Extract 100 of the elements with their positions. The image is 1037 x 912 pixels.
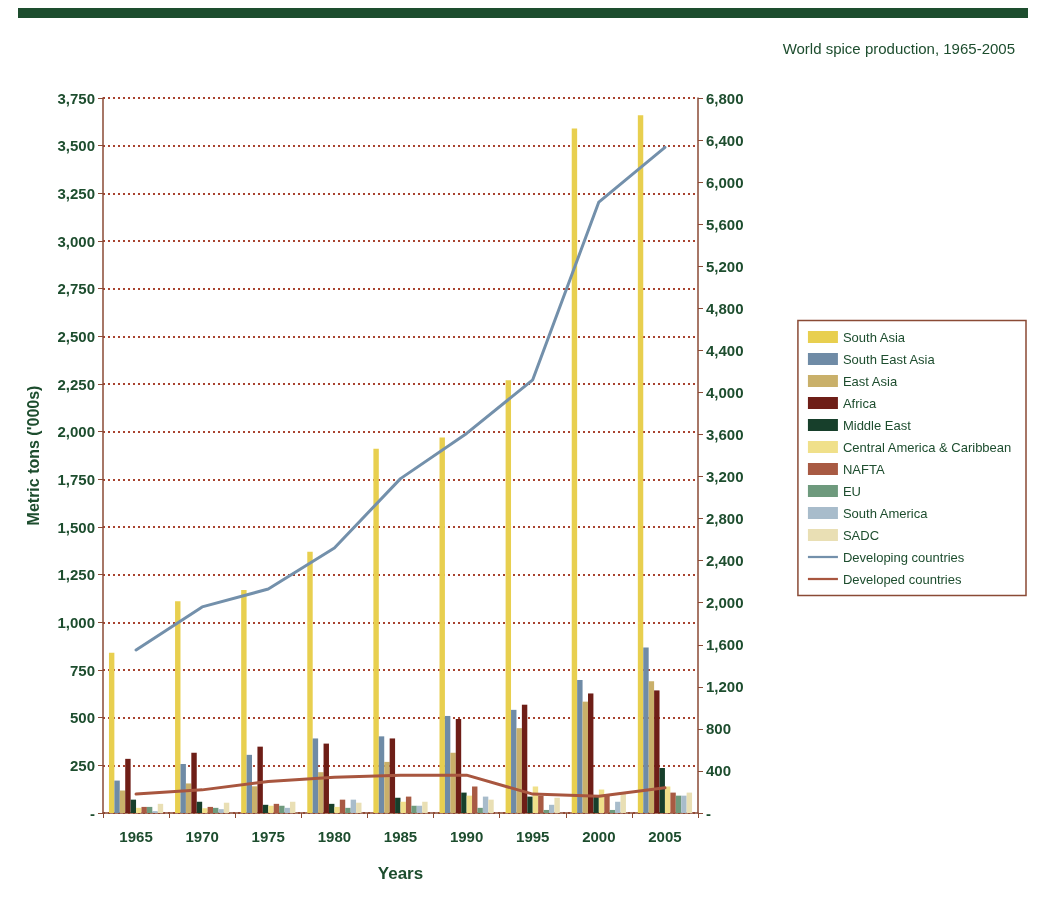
legend-label: EU [842,483,861,499]
y-tick-label: 2,000 [57,423,95,441]
bar [130,799,137,813]
bar [307,551,313,813]
bar [466,795,473,813]
bar [175,601,181,813]
y-tick-label: 3,750 [57,89,95,107]
bar [384,761,390,813]
y-tick-label: 2,500 [57,327,95,345]
bar [637,115,644,813]
bar [257,746,263,813]
bar [202,808,208,813]
legend-label: Africa [842,395,877,411]
bar [416,805,423,813]
legend-label: Central America & Caribbean [842,439,1012,455]
x-tick-label: 1970 [185,828,219,845]
bar [373,448,379,813]
y2-tick-label: 6,400 [706,131,744,149]
y-axis-title: Metric tons ('000s) [24,385,42,526]
x-tick-label: 1990 [449,828,484,845]
bar [141,806,147,813]
y-tick-label: 3,250 [57,184,95,202]
bar [648,681,655,813]
x-tick-label: 1985 [383,828,418,845]
y-tick-label: 2,250 [57,375,95,393]
line-series [134,145,667,652]
bar [664,786,671,813]
y-tick-label: 2,750 [57,280,95,298]
bar [439,437,445,813]
y2-tick-label: 1,200 [706,678,744,696]
y2-tick-label: 6,000 [706,173,744,191]
bar [114,780,120,813]
bar [516,728,522,813]
y2-tick-label: 800 [706,720,732,738]
y-tick-label: 1,000 [57,613,95,631]
bar [400,801,406,813]
bar [241,589,247,813]
bar [334,806,340,813]
bar [395,797,401,813]
bar [289,801,296,813]
y-tick-label: 750 [69,661,95,679]
bar [411,805,417,813]
y2-tick-label: 4,000 [706,383,744,401]
text: World spice production, 1965-2005 [782,40,1016,57]
bar [571,128,578,813]
y-tick-label: 3,000 [57,232,95,250]
y2-tick-label: 2,000 [706,594,744,612]
y-tick-label: 1,500 [57,518,95,536]
bar [643,647,649,813]
y2-tick-label: 4,400 [706,341,744,359]
bar [527,796,533,813]
y2-tick-label: 4,800 [706,299,744,317]
bar [422,801,428,813]
bar [350,799,357,813]
y-tick-label: 1,250 [57,566,95,584]
bar [157,803,164,813]
bar [180,764,186,813]
bar [318,772,324,813]
y-tick-label: 3,500 [57,137,95,155]
legend-label: Developed countries [842,571,962,587]
x-tick-label: 1965 [119,828,153,845]
y2-tick-label: 2,800 [706,510,744,528]
legend-label: NAFTA [842,461,885,477]
bar [505,380,512,813]
bar [587,693,594,813]
bar [207,806,214,813]
bar [252,786,258,813]
y2-tick-label: 2,400 [706,552,744,570]
y-tick-label: 1,750 [57,470,95,488]
bar [405,796,412,813]
bar [593,796,599,813]
x-tick-label: 1995 [516,828,550,845]
bar [472,786,478,813]
legend-label: SADC [842,527,880,543]
bar [482,796,489,813]
legend-label: East Asia [842,373,898,389]
bar [686,792,693,813]
bar [554,797,560,813]
bar [191,752,197,813]
bar [279,805,285,813]
bar [675,795,682,813]
bar [577,680,583,813]
bar [450,752,456,813]
bar [125,758,131,813]
bar [146,806,153,813]
bar [108,652,115,813]
bar [262,804,269,813]
bar [681,795,687,813]
legend-label: South East Asia [842,351,936,367]
x-axis-title: Years [377,864,424,883]
x-tick-label: 1975 [251,828,285,845]
bar [328,803,335,813]
y2-tick-label: 6,800 [706,89,744,107]
bar [345,807,351,813]
y2-tick-label: 5,600 [706,215,744,233]
bar [339,799,346,813]
y-tick-label: - [90,804,95,822]
y-tick-label: 250 [69,756,95,774]
legend-label: Middle East [842,417,912,433]
bar [615,801,621,813]
